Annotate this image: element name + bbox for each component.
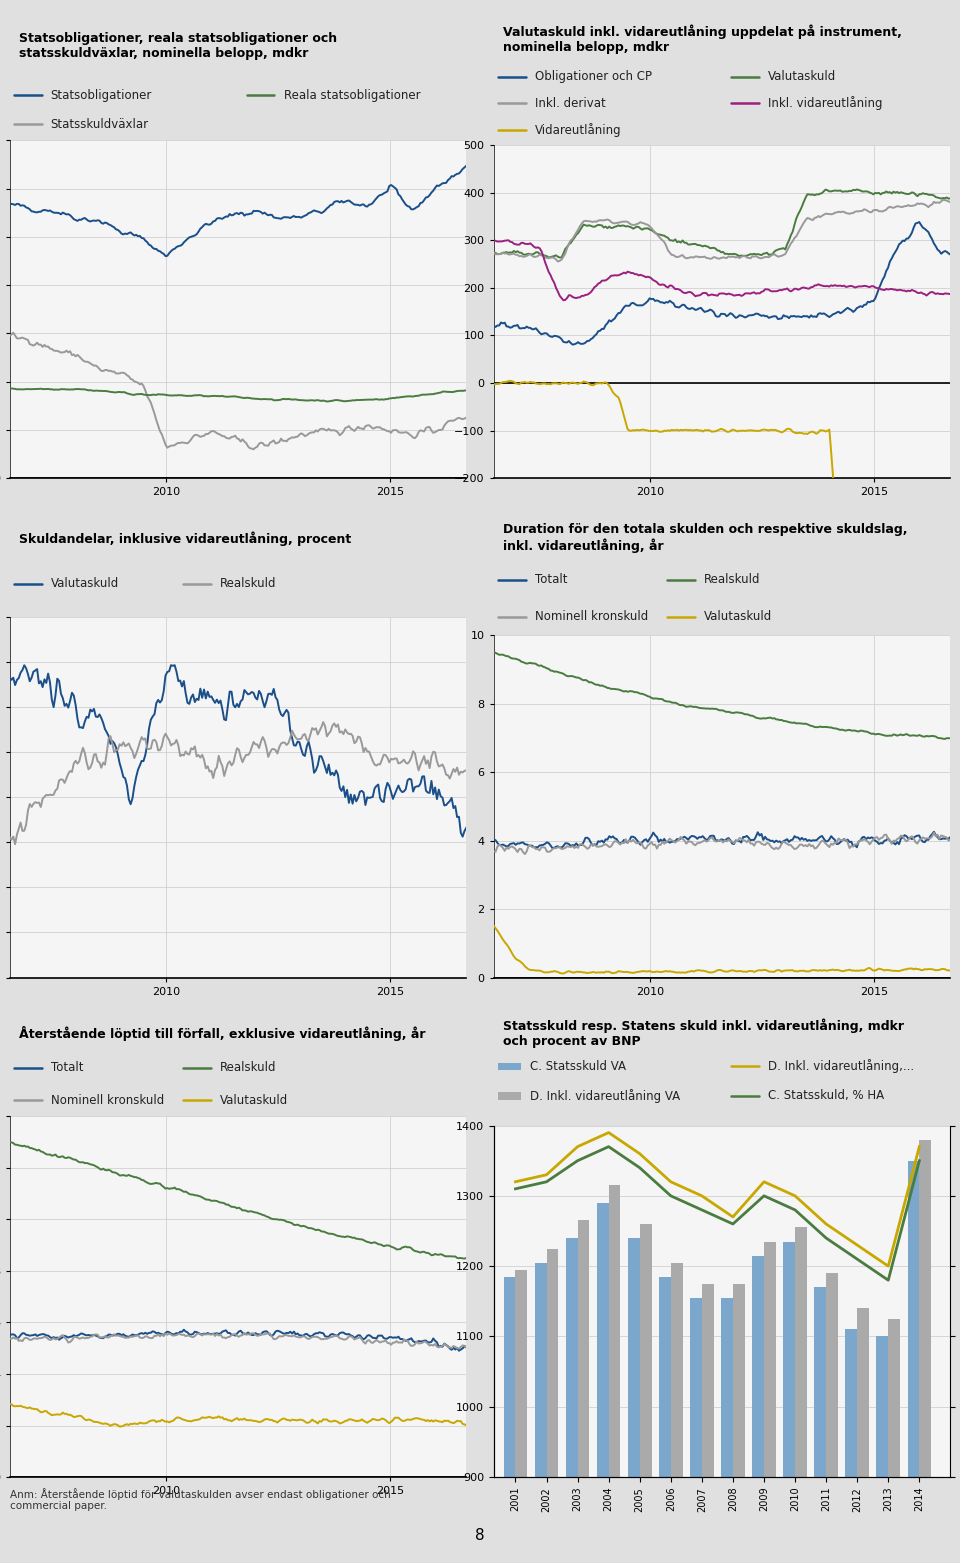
Text: Obligationer och CP: Obligationer och CP xyxy=(535,70,652,83)
Bar xyxy=(639,1224,652,1563)
Text: Inkl. derivat: Inkl. derivat xyxy=(535,97,606,109)
Text: C. Statsskuld, % HA: C. Statsskuld, % HA xyxy=(768,1089,884,1102)
Text: Statsobligationer: Statsobligationer xyxy=(51,89,152,102)
Text: Reala statsobligationer: Reala statsobligationer xyxy=(283,89,420,102)
Bar xyxy=(597,1204,609,1563)
Text: Valutaskuld: Valutaskuld xyxy=(220,1094,288,1107)
Text: Återstående löptid till förfall, exklusive vidareutlåning, år: Återstående löptid till förfall, exklusi… xyxy=(19,1025,425,1041)
Text: Nominell kronskuld: Nominell kronskuld xyxy=(51,1094,164,1107)
Text: Totalt: Totalt xyxy=(535,574,567,586)
Bar xyxy=(546,1249,559,1563)
Text: D. Inkl. vidareutlåning,...: D. Inkl. vidareutlåning,... xyxy=(768,1060,914,1074)
FancyBboxPatch shape xyxy=(498,1093,521,1100)
Bar xyxy=(814,1288,827,1563)
Text: Inkl. vidareutlåning: Inkl. vidareutlåning xyxy=(768,97,882,111)
Text: 8: 8 xyxy=(475,1527,485,1543)
Text: Anm: Återstående löptid för valutaskulden avser endast obligationer och
commerci: Anm: Återstående löptid för valutaskulde… xyxy=(10,1488,391,1511)
Text: Duration för den totala skulden och respektive skuldslag,
inkl. vidareutlåning, : Duration för den totala skulden och resp… xyxy=(503,524,907,553)
Text: Statsobligationer, reala statsobligationer och
statsskuldväxlar, nominella belop: Statsobligationer, reala statsobligation… xyxy=(19,31,337,59)
Text: D. Inkl. vidareutlåning VA: D. Inkl. vidareutlåning VA xyxy=(530,1089,681,1103)
Bar xyxy=(846,1330,857,1563)
Bar xyxy=(857,1308,869,1563)
Bar xyxy=(535,1263,546,1563)
Text: Statsskuld resp. Statens skuld inkl. vidareutlåning, mdkr
och procent av BNP: Statsskuld resp. Statens skuld inkl. vid… xyxy=(503,1018,903,1047)
Bar xyxy=(578,1221,589,1563)
Bar xyxy=(827,1274,838,1563)
Text: Skuldandelar, inklusive vidareutlåning, procent: Skuldandelar, inklusive vidareutlåning, … xyxy=(19,531,351,545)
Bar xyxy=(888,1319,900,1563)
Text: Totalt: Totalt xyxy=(51,1061,84,1074)
Bar xyxy=(795,1227,806,1563)
Bar xyxy=(920,1139,931,1563)
Bar xyxy=(690,1297,702,1563)
Bar xyxy=(783,1241,795,1563)
Text: Nominell kronskuld: Nominell kronskuld xyxy=(535,610,648,624)
Bar xyxy=(876,1336,888,1563)
Text: Valutaskuld inkl. vidareutlåning uppdelat på instrument,
nominella belopp, mdkr: Valutaskuld inkl. vidareutlåning uppdela… xyxy=(503,23,901,53)
Bar xyxy=(671,1263,683,1563)
FancyBboxPatch shape xyxy=(498,1063,521,1071)
Text: Valutaskuld: Valutaskuld xyxy=(768,70,836,83)
Bar xyxy=(753,1255,764,1563)
Bar xyxy=(721,1297,732,1563)
Bar xyxy=(504,1277,516,1563)
Bar xyxy=(732,1283,745,1563)
Text: Vidareutlåning: Vidareutlåning xyxy=(535,123,621,138)
Bar xyxy=(609,1185,620,1563)
Bar xyxy=(764,1241,776,1563)
Text: Valutaskuld: Valutaskuld xyxy=(51,577,119,591)
Bar xyxy=(516,1269,527,1563)
Bar xyxy=(565,1238,578,1563)
Bar xyxy=(702,1283,713,1563)
Text: C. Statsskuld VA: C. Statsskuld VA xyxy=(530,1060,626,1072)
Bar xyxy=(907,1161,920,1563)
Text: Realskuld: Realskuld xyxy=(220,1061,276,1074)
Text: Statsskuldväxlar: Statsskuldväxlar xyxy=(51,117,149,131)
Text: Realskuld: Realskuld xyxy=(220,577,276,591)
Text: Realskuld: Realskuld xyxy=(704,574,760,586)
Bar xyxy=(659,1277,671,1563)
Bar xyxy=(628,1238,639,1563)
Text: Valutaskuld: Valutaskuld xyxy=(704,610,772,624)
